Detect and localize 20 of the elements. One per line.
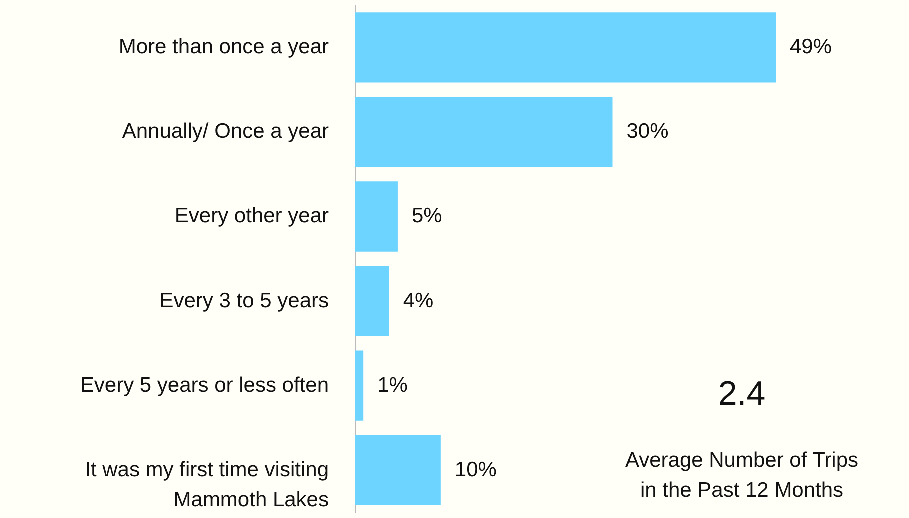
bar <box>355 350 364 421</box>
y-tick-label: Annually/ Once a year <box>122 120 329 144</box>
y-tick-label: Every other year <box>174 204 329 228</box>
data-label: 30% <box>626 120 669 144</box>
annotation: Average Number of Trips in the Past 12 Months <box>625 449 859 502</box>
data-label: 10% <box>454 458 497 482</box>
annotation: 2.4 <box>718 375 766 413</box>
data-label: 1% <box>378 374 408 397</box>
bar <box>355 12 776 83</box>
y-tick-label: More than once a year <box>118 36 330 59</box>
bar <box>355 182 398 252</box>
y-tick-label: It was my first time visiting Mammoth Lakes <box>85 458 329 512</box>
bar <box>355 266 390 336</box>
bar <box>355 435 441 506</box>
bar <box>355 97 613 168</box>
y-tick-label: Every 3 to 5 years <box>160 289 329 312</box>
data-label: 5% <box>412 204 442 228</box>
y-tick-label: Every 5 years or less often <box>80 374 329 397</box>
data-label: 49% <box>790 36 832 59</box>
data-label: 4% <box>403 289 434 312</box>
